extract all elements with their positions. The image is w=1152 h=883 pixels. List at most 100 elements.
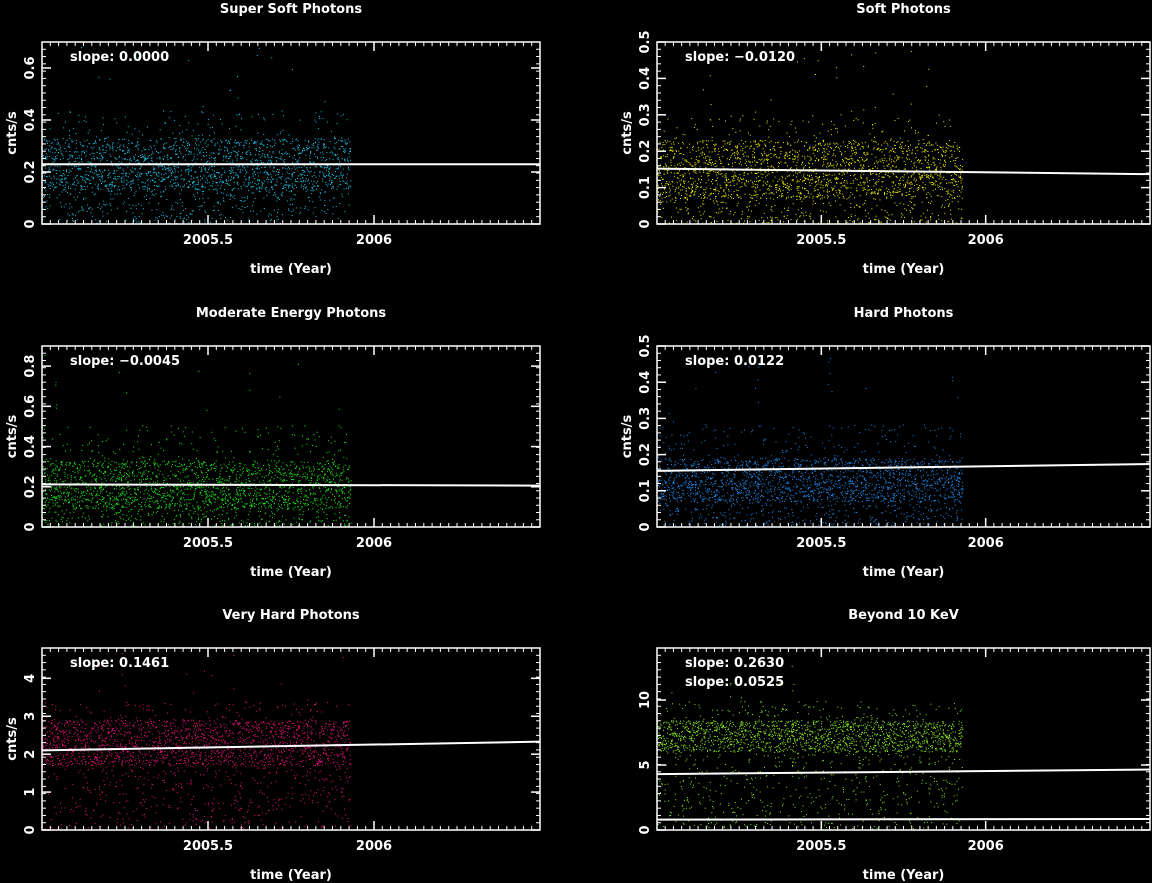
data-point (251, 161, 253, 163)
data-point (960, 164, 961, 166)
data-point (223, 156, 224, 158)
data-point (236, 181, 238, 183)
data-point (204, 142, 206, 144)
data-point (87, 167, 89, 169)
data-point (841, 174, 843, 176)
data-point (72, 156, 73, 158)
data-point (272, 138, 274, 140)
data-point (723, 196, 725, 198)
data-point (54, 159, 56, 160)
data-point (709, 215, 710, 217)
data-point (740, 158, 742, 160)
data-point (301, 167, 303, 168)
data-point (68, 130, 70, 132)
data-point (266, 138, 268, 140)
data-point (748, 209, 749, 211)
data-point (122, 176, 124, 178)
data-point (666, 156, 668, 158)
data-point (703, 140, 705, 142)
data-point (72, 214, 74, 216)
data-point (837, 178, 839, 180)
data-point (160, 173, 162, 175)
data-point (657, 191, 659, 193)
data-point (308, 141, 310, 143)
data-point (313, 144, 315, 146)
data-point (849, 219, 851, 221)
data-point (173, 167, 175, 169)
data-point (905, 145, 907, 147)
data-point (291, 173, 293, 175)
data-point (270, 181, 272, 183)
data-point (204, 186, 206, 188)
data-point (342, 168, 344, 170)
data-point (715, 160, 717, 162)
data-point (119, 146, 121, 148)
data-point (691, 165, 693, 167)
data-point (862, 187, 864, 189)
data-point (59, 174, 61, 176)
data-point (187, 148, 189, 150)
data-point (60, 146, 62, 148)
data-point (820, 143, 822, 145)
data-point (715, 144, 717, 146)
data-point (810, 179, 812, 181)
data-point (801, 155, 803, 157)
data-point (305, 178, 307, 180)
data-point (110, 155, 112, 157)
data-point (243, 147, 245, 149)
data-point (111, 185, 113, 187)
data-point (843, 184, 845, 186)
data-point (700, 197, 702, 199)
data-point (262, 182, 264, 184)
data-point (755, 200, 757, 201)
data-point (742, 153, 744, 155)
data-point (69, 137, 71, 139)
data-point (175, 177, 177, 178)
data-point (874, 183, 876, 185)
data-point (733, 191, 735, 192)
data-point (331, 152, 333, 154)
data-point (314, 185, 316, 187)
data-point (709, 156, 711, 158)
data-point (122, 173, 124, 175)
data-point (206, 151, 207, 153)
data-point (741, 213, 743, 215)
data-point (336, 154, 338, 156)
data-point (703, 211, 705, 213)
data-point (771, 217, 773, 219)
data-point (677, 172, 679, 174)
data-point (51, 185, 53, 187)
data-point (307, 174, 308, 176)
data-point (898, 156, 900, 158)
data-point (817, 189, 819, 191)
data-point (330, 184, 331, 185)
data-point (716, 201, 718, 203)
data-point (297, 148, 299, 150)
data-point (934, 173, 936, 175)
data-point (761, 177, 763, 179)
data-point (325, 176, 326, 178)
data-point (807, 174, 809, 176)
data-point (71, 139, 73, 141)
data-point (724, 182, 726, 183)
data-point (897, 156, 898, 158)
data-point (295, 139, 297, 140)
data-point (794, 155, 796, 157)
data-point (110, 205, 111, 207)
data-point (880, 161, 882, 163)
data-point (918, 159, 919, 161)
data-point (77, 175, 78, 177)
data-point (45, 206, 47, 208)
data-point (186, 169, 188, 171)
data-point (744, 151, 746, 153)
data-point (708, 195, 710, 197)
data-point (119, 144, 121, 146)
data-point (343, 180, 345, 182)
data-point (929, 169, 931, 171)
data-point (874, 106, 876, 108)
data-point (217, 184, 219, 186)
data-point (267, 181, 269, 183)
data-point (709, 75, 711, 77)
data-point (945, 179, 947, 181)
data-point (161, 165, 163, 167)
